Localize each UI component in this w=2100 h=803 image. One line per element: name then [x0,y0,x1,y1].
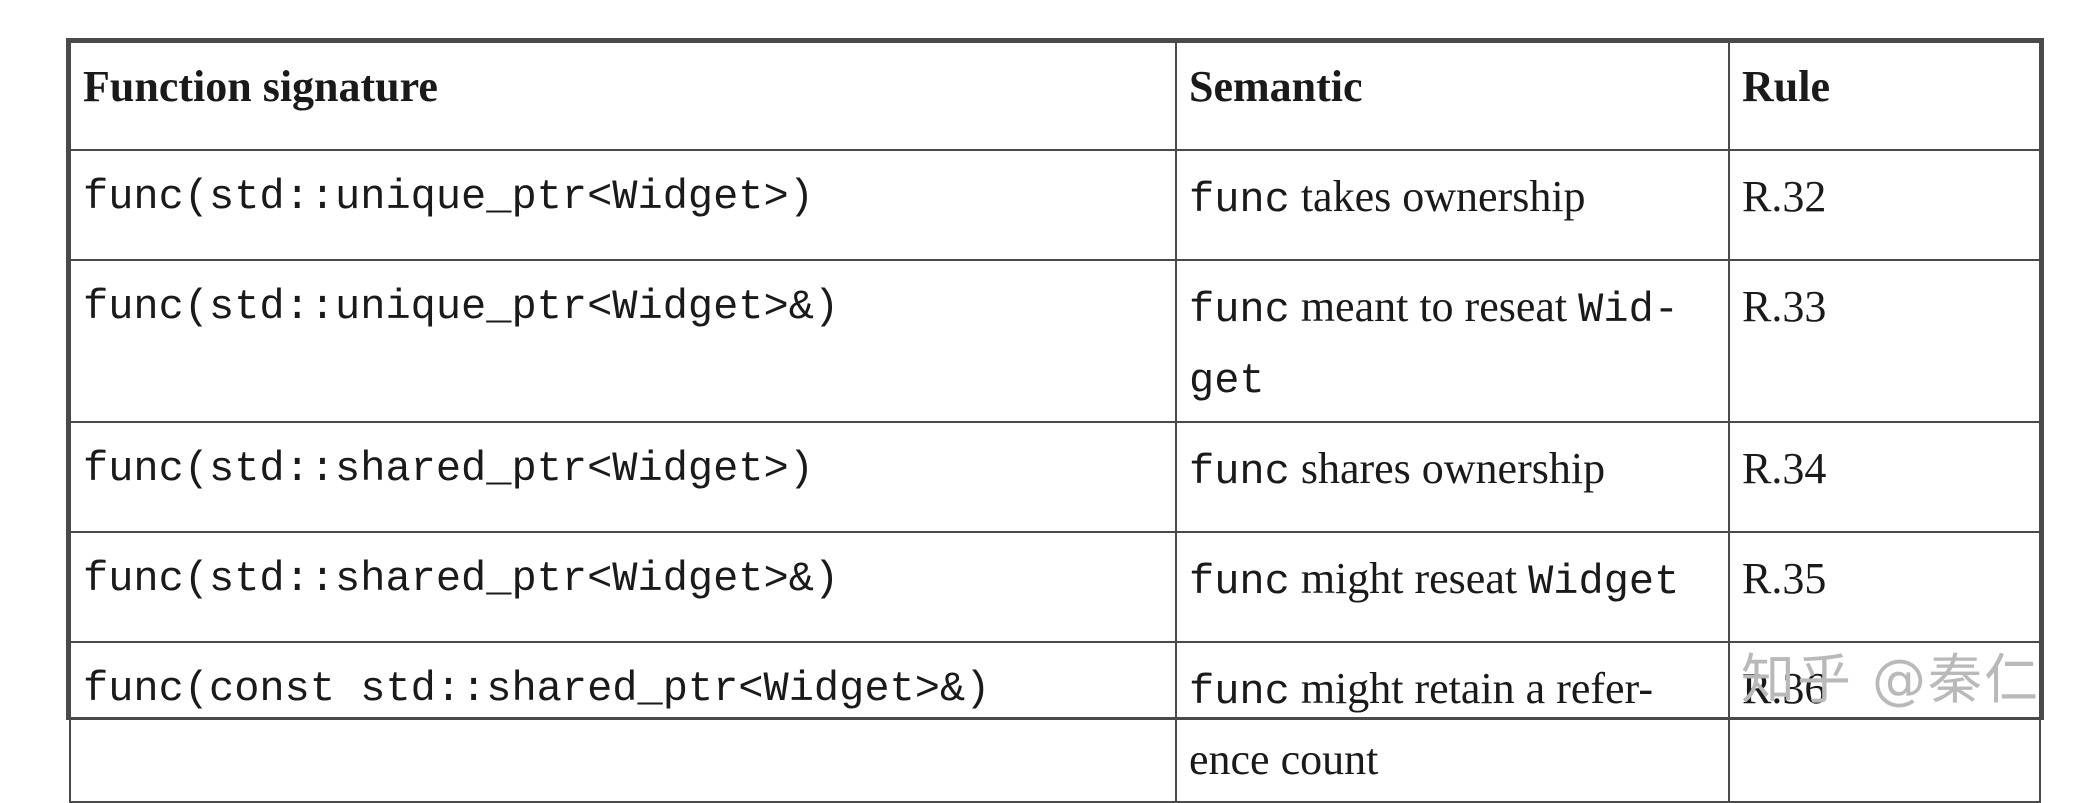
semantic-cell: func might retain a refer- ence count [1175,641,1730,803]
semantic-text: meant to reseat [1289,282,1579,331]
table: Function signature Semantic Rule func(st… [69,41,2041,803]
rule-cell: R.32 [1728,149,2041,261]
signature-cell: func(const std::shared_ptr<Widget>&) [69,641,1177,803]
watermark: 知乎 @秦仁 [1740,648,2040,711]
semantic-func-code: func [1189,668,1290,716]
table-row: func(std::shared_ptr<Widget>) func share… [69,421,2041,533]
signature-cell: func(std::shared_ptr<Widget>) [69,421,1177,533]
semantic-text: might reseat [1289,554,1529,603]
semantic-cell: func might reseat Widget [1175,531,1730,643]
semantic-func-code: func [1189,448,1290,496]
header-function-signature: Function signature [69,41,1177,151]
header-rule: Rule [1728,41,2041,151]
rule-cell: R.35 [1728,531,2041,643]
semantic-func-code: func [1189,286,1290,334]
semantic-text: might retain a refer- ence count [1189,664,1653,784]
signature-cell: func(std::unique_ptr<Widget>) [69,149,1177,261]
semantic-text: takes ownership [1289,172,1586,221]
semantic-widget-code: Wid- get [1189,286,1679,405]
rule-cell: R.33 [1728,259,2041,423]
semantic-cell: func shares ownership [1175,421,1730,533]
header-semantic: Semantic [1175,41,1730,151]
rule-cell: R.34 [1728,421,2041,533]
semantic-cell: func takes ownership [1175,149,1730,261]
semantic-widget-code: Widget [1528,558,1680,606]
smart-pointer-parameter-table: Function signature Semantic Rule func(st… [66,38,2044,803]
table-header-row: Function signature Semantic Rule [69,41,2041,151]
semantic-cell: func meant to reseat Wid- get [1175,259,1730,423]
semantic-func-code: func [1189,176,1290,224]
signature-cell: func(std::shared_ptr<Widget>&) [69,531,1177,643]
semantic-text: shares ownership [1289,444,1606,493]
table-row: func(std::shared_ptr<Widget>&) func migh… [69,531,2041,643]
table-row: func(std::unique_ptr<Widget>&) func mean… [69,259,2041,423]
table-row: func(std::unique_ptr<Widget>) func takes… [69,149,2041,261]
signature-cell: func(std::unique_ptr<Widget>&) [69,259,1177,423]
semantic-func-code: func [1189,558,1290,606]
